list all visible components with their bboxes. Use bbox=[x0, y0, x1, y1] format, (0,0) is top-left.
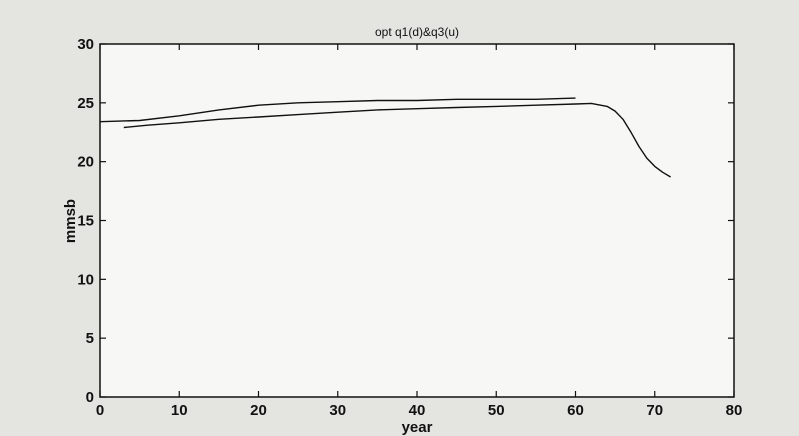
y-tick-label: 10 bbox=[77, 271, 94, 288]
y-tick-label: 15 bbox=[77, 213, 94, 230]
x-tick-label: 60 bbox=[567, 402, 584, 419]
plot-area bbox=[100, 44, 734, 397]
x-tick-label: 30 bbox=[329, 402, 346, 419]
y-tick-label: 20 bbox=[77, 154, 94, 171]
y-tick-label: 0 bbox=[86, 389, 94, 406]
series-line-1 bbox=[99, 97, 576, 123]
tick-layer: 0 10 20 30 40 50 60 70 80 0 5 10 15 20 25 30 bbox=[77, 36, 742, 419]
x-tick-label: 50 bbox=[488, 402, 505, 419]
series-line-2 bbox=[123, 102, 671, 178]
x-tick-label: 0 bbox=[96, 402, 104, 419]
y-tick-label: 30 bbox=[77, 36, 94, 53]
x-tick-label: 40 bbox=[409, 402, 426, 419]
x-tick-label: 10 bbox=[171, 402, 188, 419]
x-tick-label: 80 bbox=[726, 402, 743, 419]
y-tick-label: 5 bbox=[86, 330, 94, 347]
y-tick-label: 25 bbox=[77, 95, 94, 112]
x-axis-label: year bbox=[402, 419, 433, 436]
x-tick-label: 70 bbox=[646, 402, 663, 419]
chart-title: opt q1(d)&q3(u) bbox=[375, 25, 459, 39]
y-axis-label: mmsb bbox=[62, 199, 79, 243]
series-layer bbox=[99, 97, 671, 178]
x-tick-label: 20 bbox=[250, 402, 267, 419]
